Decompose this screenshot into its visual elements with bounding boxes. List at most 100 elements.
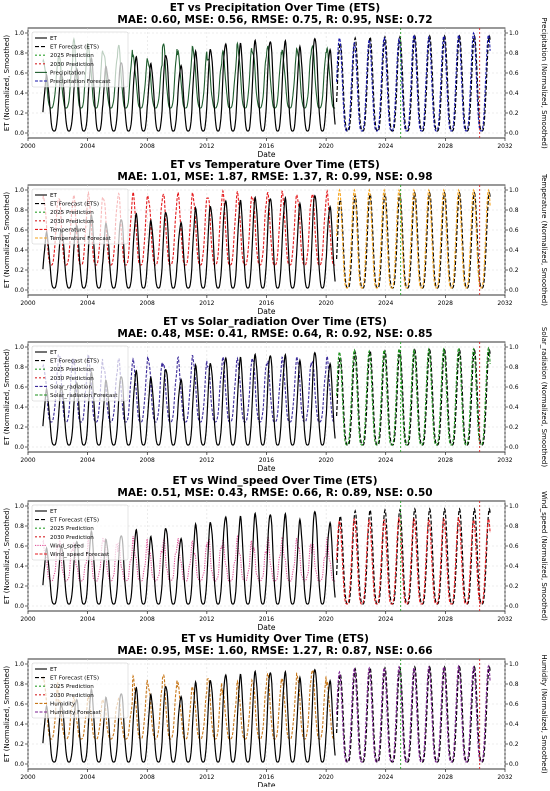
x-tick-label: 2028 — [438, 143, 453, 150]
legend-label: ET Forecast (ETS) — [50, 518, 99, 524]
x-tick-label: 2004 — [80, 774, 95, 781]
y-axis-label-right: Temperature (Normalized, Smoothed) — [540, 173, 548, 306]
y-tick-label-right: 1.0 — [509, 661, 519, 668]
x-tick-label: 2008 — [140, 616, 155, 623]
series-line-et-forecast — [336, 665, 491, 763]
series-line-driver-forecast — [336, 346, 491, 446]
y-tick-label-right: 0.2 — [509, 110, 519, 117]
x-axis-label: Date — [258, 623, 276, 632]
x-tick-label: 2020 — [318, 774, 333, 781]
x-tick-label: 2016 — [259, 457, 274, 464]
y-tick-label-left: 0.0 — [14, 130, 24, 137]
legend-label: Precipitation — [50, 70, 85, 76]
series-line-driver — [42, 669, 336, 740]
y-tick-label-right: 0.0 — [509, 130, 519, 137]
y-tick-label-right: 0.6 — [509, 384, 519, 391]
legend-label: ET — [50, 509, 58, 515]
x-tick-label: 2008 — [140, 143, 155, 150]
chart-panel-2: ET vs Temperature Over Time (ETS)MAE: 1.… — [3, 159, 548, 316]
x-tick-label: 2008 — [140, 300, 155, 307]
y-tick-label-right: 0.6 — [509, 227, 519, 234]
y-tick-label-right: 0.8 — [509, 523, 519, 530]
y-tick-label-right: 1.0 — [509, 30, 519, 37]
chart-metrics: MAE: 0.51, MSE: 0.43, RMSE: 0.66, R: 0.8… — [117, 487, 432, 499]
x-tick-label: 2000 — [20, 616, 35, 623]
x-tick-label: 2008 — [140, 457, 155, 464]
y-tick-label-left: 0.8 — [14, 523, 24, 530]
x-tick-label: 2028 — [438, 457, 453, 464]
y-tick-label-right: 0.2 — [509, 424, 519, 431]
series-line-et-forecast — [336, 34, 491, 132]
y-tick-label-right: 0.6 — [509, 543, 519, 550]
y-tick-label-right: 0.4 — [509, 90, 519, 97]
legend-label: Precipitation Forecast — [50, 79, 111, 85]
y-tick-label-left: 0.0 — [14, 287, 24, 294]
chart-title: ET vs Humidity Over Time (ETS) — [181, 633, 369, 645]
y-axis-label-left: ET (Normalized, Smoothed) — [3, 192, 11, 289]
y-tick-label-right: 0.8 — [509, 681, 519, 688]
y-axis-label-right: Humidity (Normalized, Smoothed) — [540, 654, 548, 774]
legend-label: 2030 Prediction — [50, 219, 94, 225]
legend-label: 2025 Prediction — [50, 53, 94, 59]
y-axis-label-left: ET (Normalized, Smoothed) — [3, 666, 11, 763]
legend-label: 2030 Prediction — [50, 693, 94, 699]
y-tick-label-right: 0.0 — [509, 444, 519, 451]
legend-label: ET Forecast (ETS) — [50, 676, 99, 682]
x-tick-label: 2032 — [497, 616, 512, 623]
y-tick-label-right: 0.2 — [509, 741, 519, 748]
y-tick-label-right: 0.6 — [509, 70, 519, 77]
y-tick-label-left: 0.8 — [14, 681, 24, 688]
legend-label: Humidity — [50, 701, 76, 707]
x-axis-label: Date — [258, 307, 276, 316]
y-tick-label-left: 0.6 — [14, 70, 24, 77]
legend-label: 2030 Prediction — [50, 535, 94, 541]
y-tick-label-left: 0.6 — [14, 384, 24, 391]
y-tick-label-left: 0.6 — [14, 701, 24, 708]
x-tick-label: 2012 — [199, 143, 214, 150]
y-tick-label-left: 1.0 — [14, 661, 24, 668]
y-tick-label-left: 1.0 — [14, 344, 24, 351]
y-tick-label-left: 0.4 — [14, 404, 24, 411]
y-tick-label-right: 0.8 — [509, 207, 519, 214]
chart-title: ET vs Solar_radiation Over Time (ETS) — [163, 316, 387, 328]
series-line-et-forecast — [336, 191, 491, 289]
legend: ET ET Forecast (ETS) 2025 Prediction 2030 P… — [31, 662, 129, 719]
y-tick-label-right: 0.8 — [509, 364, 519, 371]
x-tick-label: 2020 — [318, 300, 333, 307]
x-tick-label: 2008 — [140, 774, 155, 781]
y-tick-label-left: 1.0 — [14, 187, 24, 194]
legend-box — [31, 504, 129, 561]
x-tick-label: 2004 — [80, 300, 95, 307]
legend-label: ET Forecast (ETS) — [50, 202, 99, 208]
legend: ET ET Forecast (ETS) 2025 Prediction 2030 P… — [31, 504, 129, 561]
chart-metrics: MAE: 0.95, MSE: 1.60, RMSE: 1.27, R: 0.8… — [117, 645, 432, 657]
y-tick-label-left: 0.2 — [14, 741, 24, 748]
y-tick-label-right: 0.0 — [509, 603, 519, 610]
y-tick-label-left: 0.2 — [14, 583, 24, 590]
y-tick-label-right: 0.4 — [509, 563, 519, 570]
legend-label: Solar_radiation Forecast — [50, 393, 118, 399]
x-tick-label: 2032 — [497, 774, 512, 781]
y-tick-label-left: 0.0 — [14, 761, 24, 768]
series-line-driver-forecast — [336, 31, 491, 132]
x-tick-label: 2032 — [497, 457, 512, 464]
y-tick-label-left: 0.0 — [14, 603, 24, 610]
x-tick-label: 2012 — [199, 457, 214, 464]
legend-label: 2025 Prediction — [50, 526, 94, 532]
y-tick-label-left: 0.8 — [14, 50, 24, 57]
x-tick-label: 2016 — [259, 300, 274, 307]
legend-label: Wind_speed — [50, 543, 84, 549]
legend-label: Wind_speed Forecast — [50, 552, 110, 558]
x-tick-label: 2000 — [20, 457, 35, 464]
x-tick-label: 2012 — [199, 300, 214, 307]
series-line-driver-forecast — [336, 516, 491, 605]
x-tick-label: 2000 — [20, 143, 35, 150]
chart-panel-5: ET vs Humidity Over Time (ETS)MAE: 0.95,… — [3, 633, 548, 790]
y-tick-label-left: 0.2 — [14, 424, 24, 431]
x-tick-label: 2024 — [378, 457, 393, 464]
y-tick-label-left: 0.2 — [14, 110, 24, 117]
x-axis-label: Date — [258, 464, 276, 473]
chart-title: ET vs Temperature Over Time (ETS) — [170, 159, 380, 171]
legend-label: ET Forecast (ETS) — [50, 359, 99, 365]
legend-label: 2030 Prediction — [50, 376, 94, 382]
